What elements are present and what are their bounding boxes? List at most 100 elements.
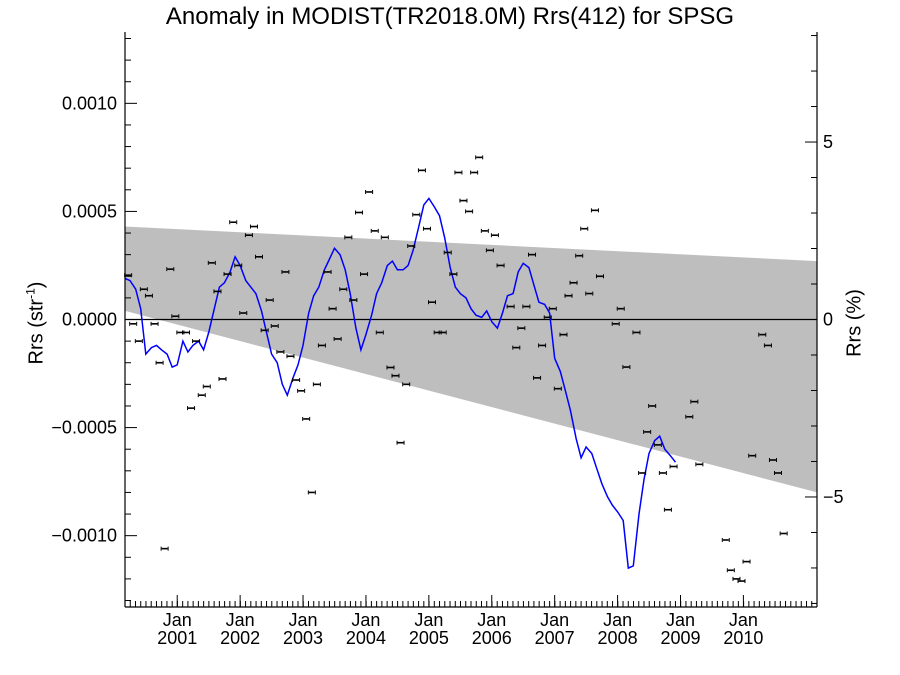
chart-title: Anomaly in MODIST(TR2018.0M) Rrs(412) fo… xyxy=(165,3,735,30)
data-point xyxy=(653,442,662,447)
data-point xyxy=(758,332,767,337)
data-point xyxy=(648,403,657,408)
data-point xyxy=(213,289,222,294)
data-point xyxy=(260,328,269,333)
data-point xyxy=(485,248,494,253)
data-point xyxy=(559,332,568,337)
data-point xyxy=(616,306,625,311)
data-point xyxy=(292,378,301,383)
data-point xyxy=(307,490,316,495)
data-point xyxy=(763,343,772,348)
data-point xyxy=(548,306,557,311)
data-point xyxy=(569,280,578,285)
x-tick-label-month: Jan xyxy=(163,610,192,630)
data-point xyxy=(538,343,547,348)
data-point xyxy=(427,300,436,305)
x-tick-label-year: 2001 xyxy=(157,628,197,648)
data-point xyxy=(344,235,353,240)
y-tick-label-right: −5 xyxy=(823,487,844,507)
y-axis-label-left: Rrs (str-1) xyxy=(24,282,49,365)
data-point xyxy=(512,345,521,350)
data-point xyxy=(270,323,279,328)
data-point xyxy=(375,330,384,335)
data-point xyxy=(663,507,672,512)
data-point xyxy=(192,339,201,344)
data-point xyxy=(276,349,285,354)
data-point xyxy=(365,189,374,194)
x-tick-label-month: Jan xyxy=(603,610,632,630)
x-tick-label-month: Jan xyxy=(477,610,506,630)
data-point xyxy=(695,462,704,467)
data-point xyxy=(533,375,542,380)
data-point xyxy=(638,470,647,475)
data-point xyxy=(590,208,599,213)
data-point xyxy=(355,210,364,215)
data-point xyxy=(721,537,730,542)
data-point xyxy=(737,579,746,584)
data-point xyxy=(465,209,474,214)
data-point xyxy=(506,304,515,309)
data-point xyxy=(144,293,153,298)
data-point xyxy=(297,388,306,393)
data-point xyxy=(244,233,253,238)
x-tick-label-year: 2006 xyxy=(472,628,512,648)
data-point xyxy=(249,224,258,229)
data-point xyxy=(459,198,468,203)
data-point xyxy=(150,321,159,326)
x-tick-label-month: Jan xyxy=(729,610,758,630)
y-axis-label-right: Rrs (%) xyxy=(843,289,866,357)
data-point xyxy=(155,360,164,365)
y-tick-label-right: 5 xyxy=(823,132,833,152)
data-point xyxy=(490,233,499,238)
data-point xyxy=(386,365,395,370)
tick-labels: 0.00100.00050.0000−0.0005−0.001050−5Jan2… xyxy=(51,93,843,648)
data-point xyxy=(328,306,337,311)
data-point xyxy=(370,228,379,233)
x-tick-label-month: Jan xyxy=(226,610,255,630)
data-point xyxy=(480,228,489,233)
data-point xyxy=(449,272,458,277)
data-point xyxy=(380,235,389,240)
data-point xyxy=(564,293,573,298)
y-tick-label-left: −0.0010 xyxy=(51,526,117,546)
x-tick-label-month: Jan xyxy=(414,610,443,630)
data-point xyxy=(417,168,426,173)
data-point xyxy=(187,406,196,411)
data-point xyxy=(768,458,777,463)
data-point xyxy=(207,260,216,265)
data-point xyxy=(391,373,400,378)
confidence-band xyxy=(125,226,817,493)
data-point xyxy=(522,304,531,309)
data-point xyxy=(528,252,537,257)
data-point xyxy=(643,429,652,434)
data-point xyxy=(580,226,589,231)
data-point xyxy=(229,220,238,225)
data-point xyxy=(166,267,175,272)
smooth-series xyxy=(124,197,677,570)
data-point xyxy=(134,339,143,344)
data-point xyxy=(742,559,751,564)
data-point xyxy=(422,226,431,231)
data-point xyxy=(543,315,552,320)
y-tick-label-right: 0 xyxy=(823,310,833,330)
data-point xyxy=(412,212,421,217)
y-tick-label-left: 0.0010 xyxy=(62,93,117,113)
data-point xyxy=(239,311,248,316)
data-point xyxy=(517,326,526,331)
data-point xyxy=(160,546,169,551)
data-point xyxy=(302,416,311,421)
data-point xyxy=(438,330,447,335)
y-tick-label-left: −0.0005 xyxy=(51,418,117,438)
data-point xyxy=(197,393,206,398)
data-point xyxy=(323,269,332,274)
data-point xyxy=(234,263,243,268)
data-point xyxy=(333,336,342,341)
data-point xyxy=(575,253,584,258)
x-tick-label-year: 2010 xyxy=(723,628,763,648)
x-tick-label-month: Jan xyxy=(540,610,569,630)
data-point xyxy=(312,382,321,387)
data-point xyxy=(265,298,274,303)
data-point xyxy=(218,376,227,381)
y-axis-label-sup: -1 xyxy=(23,288,38,299)
